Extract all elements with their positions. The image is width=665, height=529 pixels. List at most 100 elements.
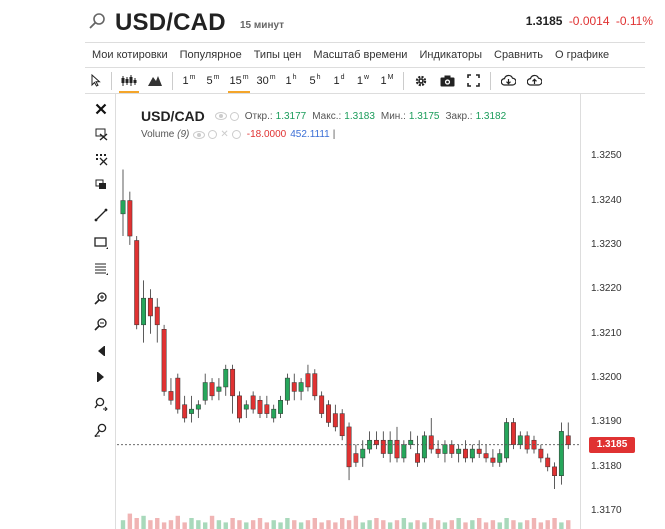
candle-body xyxy=(230,368,236,397)
mountain-chart-icon[interactable] xyxy=(142,68,168,94)
cursor-icon[interactable] xyxy=(85,68,107,94)
candle-body xyxy=(517,435,523,445)
volume-bar xyxy=(175,515,180,529)
volume-bar xyxy=(477,518,482,529)
candle-body xyxy=(565,435,571,445)
candle xyxy=(305,364,311,392)
volume-bar xyxy=(278,522,283,529)
y-tick: 1.3220 xyxy=(591,283,622,295)
volume-bar xyxy=(353,515,359,529)
close-icon[interactable]: ✕ xyxy=(220,129,229,140)
horizontal-lines-icon[interactable] xyxy=(91,260,111,278)
drawing-tools-panel xyxy=(85,94,116,529)
low-label: Мин.: xyxy=(380,110,406,122)
camera-icon[interactable] xyxy=(434,68,460,94)
candle-body xyxy=(421,435,427,459)
candle-body xyxy=(326,404,331,423)
candle xyxy=(504,418,510,463)
volume-bar xyxy=(552,518,557,529)
search-icon[interactable] xyxy=(88,12,106,30)
menu-compare[interactable]: Сравнить xyxy=(494,49,544,61)
candle xyxy=(271,404,277,423)
interval-30m[interactable]: 30 m xyxy=(256,74,276,87)
candle-body xyxy=(271,408,277,419)
candle-body xyxy=(168,391,174,401)
menu-indicators[interactable]: Индикаторы xyxy=(419,49,482,61)
y-tick: 1.3240 xyxy=(591,194,622,206)
price-chart[interactable] xyxy=(117,94,633,529)
volume-bar xyxy=(250,520,256,529)
volume-bar xyxy=(127,513,133,529)
interval-15m[interactable]: 15 m xyxy=(225,68,253,94)
gear-icon[interactable] xyxy=(229,111,239,121)
menu-my-quotes[interactable]: Мои котировки xyxy=(92,49,168,61)
upload-icon[interactable] xyxy=(521,68,547,94)
volume-bar xyxy=(442,522,448,529)
candle xyxy=(435,440,441,458)
trend-line-icon[interactable] xyxy=(91,206,111,224)
candle xyxy=(120,169,126,237)
zoom-reset-icon[interactable] xyxy=(91,395,111,413)
candle-body xyxy=(353,453,359,463)
candle-body xyxy=(394,439,400,459)
scroll-right-icon[interactable] xyxy=(91,368,111,386)
eye-icon[interactable] xyxy=(214,112,227,120)
delete-drawing-icon[interactable] xyxy=(91,125,111,143)
volume-bar xyxy=(155,518,160,529)
volume-value: -18.0000 xyxy=(246,129,287,140)
volume-bar xyxy=(230,518,235,529)
volume-bar xyxy=(470,520,475,529)
fullscreen-icon[interactable] xyxy=(460,68,486,94)
candle-body xyxy=(243,404,249,410)
candle-body xyxy=(298,382,304,392)
candle-body xyxy=(524,435,530,450)
menu-time-scale[interactable]: Масштаб времени xyxy=(313,49,408,61)
volume-bar xyxy=(490,520,496,529)
eye-icon[interactable] xyxy=(193,130,206,139)
price-summary: 1.3185 -0.0014 -0.11% xyxy=(526,14,653,28)
candle xyxy=(387,431,393,463)
scroll-left-icon[interactable] xyxy=(91,342,111,360)
zoom-fit-icon[interactable] xyxy=(91,421,111,439)
candle-body xyxy=(182,404,188,419)
download-icon[interactable] xyxy=(495,68,521,94)
gear-icon[interactable] xyxy=(208,130,218,139)
menu-popular[interactable]: Популярное xyxy=(179,49,242,61)
select-tool-icon[interactable] xyxy=(91,150,111,168)
symbol-title: USD/CAD xyxy=(115,9,226,36)
zoom-in-icon[interactable] xyxy=(91,289,111,307)
menu-price-types[interactable]: Типы цен xyxy=(253,49,302,61)
candle-body xyxy=(216,386,222,392)
volume-legend: Volume (9) ✕ -18.0000 452.1111 | xyxy=(141,129,335,140)
volume-bar xyxy=(120,520,126,529)
candles-icon[interactable] xyxy=(116,68,142,94)
close-icon[interactable] xyxy=(91,100,111,118)
rectangle-tool-icon[interactable] xyxy=(91,234,111,252)
gear-icon[interactable] xyxy=(408,68,434,94)
candle-body xyxy=(127,200,133,237)
candle-body xyxy=(319,395,325,414)
candle-body xyxy=(305,373,311,388)
candle-body xyxy=(257,400,263,414)
timeframe-label: 15 минут xyxy=(240,20,285,31)
zoom-out-icon[interactable] xyxy=(91,315,111,333)
candle-body xyxy=(147,297,153,317)
menu-about-chart[interactable]: О графике xyxy=(555,49,610,61)
copy-drawing-icon[interactable] xyxy=(91,176,111,194)
volume-bar xyxy=(531,518,537,529)
candle-body xyxy=(202,382,208,401)
y-tick: 1.3200 xyxy=(591,372,622,384)
candle xyxy=(326,400,331,427)
y-tick: 1.3230 xyxy=(591,238,622,250)
volume-bar xyxy=(511,520,516,529)
settings-icon[interactable] xyxy=(231,130,241,139)
candle-body xyxy=(161,329,167,392)
price-axis[interactable]: 1.3250 1.3240 1.3230 1.3220 1.3210 1.320… xyxy=(580,94,645,529)
